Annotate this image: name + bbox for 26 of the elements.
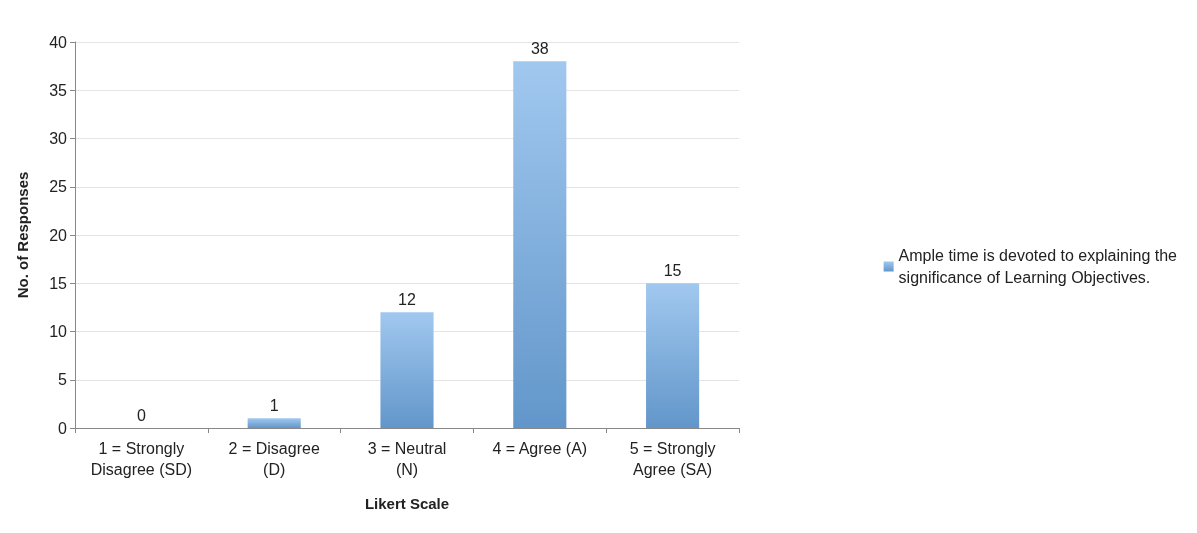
- data-label: 15: [663, 261, 682, 279]
- y-tick-label: 15: [49, 274, 68, 292]
- x-tick-label: 2 = Disagree (D): [228, 440, 320, 478]
- y-tick-label: 25: [49, 178, 68, 196]
- data-label: 12: [398, 290, 416, 308]
- y-tick-label: 30: [49, 130, 68, 147]
- y-tick-label: 35: [49, 81, 68, 99]
- x-tick-label: 4 = Agree (A): [492, 440, 588, 457]
- y-tick-label: 20: [49, 226, 68, 244]
- bar: [247, 418, 301, 428]
- bar: [513, 61, 567, 428]
- x-axis-title: Likert Scale: [364, 495, 450, 512]
- y-axis-title: No. of Responses: [14, 171, 31, 299]
- bar: [380, 312, 434, 428]
- data-label: 1: [269, 396, 279, 414]
- legend-label: Ample time is devoted to explaining the significance of Learning Objectives.: [898, 247, 1178, 286]
- y-tick-label: 10: [49, 323, 68, 340]
- data-label: 38: [530, 39, 549, 57]
- x-tick-label: 1 = Strongly Disagree (SD): [90, 440, 193, 478]
- y-tick-label: 0: [58, 419, 68, 437]
- data-label: 0: [136, 406, 146, 424]
- x-tick-label: 5 = Strongly Agree (SA): [629, 440, 716, 478]
- x-tick-label: 3 = Neutral (N): [367, 440, 447, 478]
- bar: [646, 283, 700, 428]
- y-tick-label: 5: [58, 371, 68, 389]
- y-tick-label: 40: [49, 33, 68, 51]
